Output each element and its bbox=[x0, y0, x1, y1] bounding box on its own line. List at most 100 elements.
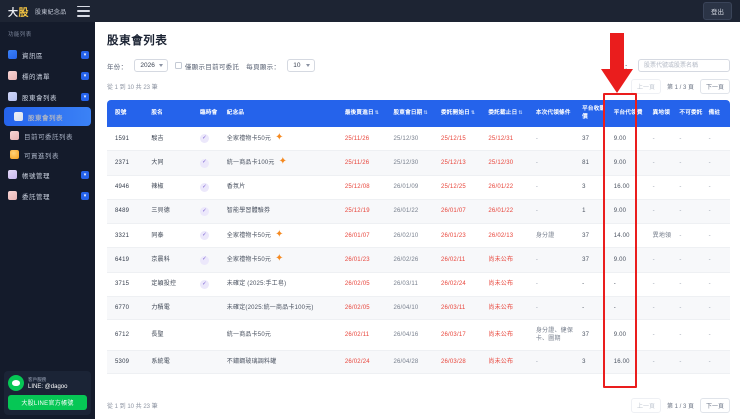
table-row[interactable]: 3715 定穎投控 ✓ 未確定 (2025:手工皂) 26/02/05 26/03/11 2… bbox=[107, 272, 730, 297]
checkbox-box[interactable] bbox=[174, 62, 182, 69]
cell-end: 26/01/22 bbox=[485, 175, 533, 200]
cell-value: - bbox=[679, 359, 682, 366]
cell-value: - bbox=[708, 159, 711, 166]
cell-price: 3 bbox=[579, 350, 611, 375]
cell-value: 尚未公布 bbox=[488, 331, 514, 338]
table-row[interactable]: 5309 系統電 不鏽鋼玻璃調料罐 26/02/24 26/04/28 26/03/28 尚… bbox=[107, 350, 730, 375]
logout-button[interactable]: 登出 bbox=[703, 2, 732, 20]
cell-value: - bbox=[613, 304, 616, 311]
sidebar-item-3[interactable]: 股東會列表 bbox=[4, 107, 91, 126]
bottom-pager: 上一頁 第 1 / 3 頁 下一頁 bbox=[630, 398, 730, 413]
cell-value: 26/03/11 bbox=[393, 281, 418, 288]
cell-value: 26/01/07 bbox=[344, 232, 370, 239]
sidebar: 功能列表 資訊區 ▾ 標的清單 ▾ 股東會列表 ▾ 股東會列表 目前可委託列表 可買進列表 帳號管… bbox=[0, 22, 95, 419]
cell-meeting: 26/02/10 bbox=[390, 223, 438, 249]
cell-value: 16.00 bbox=[613, 184, 630, 191]
cell-value: - bbox=[652, 359, 655, 366]
cell-value: - bbox=[535, 281, 539, 288]
cell-value: 26/02/05 bbox=[344, 281, 370, 288]
bottom-prev-page-button[interactable]: 上一頁 bbox=[630, 398, 661, 413]
cell-value: - bbox=[582, 281, 585, 288]
table-row[interactable]: 8489 三貝德 ✓ 智能學習體驗券 25/12/19 26/01/22 26/01/07 2… bbox=[107, 199, 730, 225]
sidebar-item-7[interactable]: 委託管理 ▾ bbox=[0, 185, 95, 206]
available-only-checkbox[interactable]: 僅顯示目前可委託 bbox=[174, 61, 239, 71]
line-service-label: 客戶服務 bbox=[28, 376, 47, 382]
sidebar-item-4[interactable]: 目前可委託列表 bbox=[0, 126, 95, 145]
logo-char-2: 股 bbox=[18, 7, 29, 19]
line-official-button[interactable]: 大股LINE官方帳號 bbox=[8, 395, 87, 410]
sort-icon[interactable]: ⇅ bbox=[470, 109, 476, 116]
cell-note: - bbox=[705, 150, 730, 176]
cell-gift: 未確定 (2025:手工皂) bbox=[223, 272, 342, 297]
hamburger-icon[interactable] bbox=[76, 5, 90, 17]
sidebar-item-label: 可買進列表 bbox=[24, 152, 59, 160]
check-icon: ✓ bbox=[200, 134, 210, 144]
line-support-widget[interactable]: 客戶服務 LINE: @dagoo 大股LINE官方帳號 bbox=[4, 371, 91, 415]
table-row[interactable]: 3321 同泰 ✓ 全家禮物卡50元 ✦ 26/01/07 26/02/10 26/01/23… bbox=[107, 223, 730, 249]
cell-nodeleg: - bbox=[676, 319, 706, 352]
logo-char-1: 大 bbox=[8, 7, 19, 19]
cell-name: 定穎投控 bbox=[148, 272, 198, 297]
table-row[interactable]: 4946 辣椒 ✓ 香氛片 25/12/08 26/01/09 25/12/25 26/01/… bbox=[107, 175, 730, 200]
prev-page-button[interactable]: 上一頁 bbox=[630, 79, 661, 94]
sort-icon[interactable]: ⇅ bbox=[374, 109, 380, 116]
sidebar-item-1[interactable]: 標的清單 ▾ bbox=[0, 65, 95, 86]
chevron-down-icon[interactable]: ▾ bbox=[81, 50, 89, 59]
sidebar-item-0[interactable]: 資訊區 ▾ bbox=[0, 44, 95, 65]
cell-meeting: 25/12/30 bbox=[390, 150, 438, 176]
cell-note: - bbox=[705, 199, 730, 225]
chevron-down-icon[interactable]: ▾ bbox=[81, 92, 89, 101]
chevron-down-icon[interactable]: ▾ bbox=[81, 71, 89, 80]
column-header-7[interactable]: 委託截止日⇅ bbox=[485, 100, 533, 128]
cell-value: - bbox=[679, 331, 682, 338]
cell-fee: 9.00 bbox=[610, 150, 650, 176]
cell-note: - bbox=[705, 175, 730, 200]
table-row[interactable]: 2371 大同 ✓ 統一商品卡100元 ✦ 25/11/26 25/12/30 25/12/1… bbox=[107, 150, 730, 176]
cell-value: - bbox=[679, 304, 682, 311]
cell-end: 尚未公布 bbox=[485, 247, 533, 273]
sidebar-item-5[interactable]: 可買進列表 bbox=[0, 145, 95, 164]
sort-icon[interactable]: ⇅ bbox=[423, 109, 428, 116]
cell-value: 26/02/10 bbox=[393, 232, 419, 239]
sidebar-item-2[interactable]: 股東會列表 ▾ bbox=[0, 86, 95, 107]
cell-value: - bbox=[679, 232, 682, 239]
bottom-record-count-text: 從 1 到 10 共 23 筆 bbox=[107, 404, 158, 410]
table-row[interactable]: 1591 駿吉 ✓ 全家禮物卡50元 ✦ 25/11/26 25/12/30 25/12/15… bbox=[107, 127, 730, 152]
table-head: 股號 股名 臨時會 紀念品 最後買進日⇅ 股東會日期⇅ 委託開始日⇅ 委託截止日⇅ 本次代領條件… bbox=[107, 100, 730, 128]
cell-value: - bbox=[708, 256, 711, 263]
cell-temp: ✓ bbox=[197, 127, 224, 152]
table-row[interactable]: 6770 力積電 未確定(2025:統一商品卡100元) 26/02/05 26/04/… bbox=[107, 296, 730, 320]
cell-name: 三貝德 bbox=[148, 199, 198, 225]
cell-code: 1591 bbox=[107, 127, 149, 152]
sort-icon[interactable]: ⇅ bbox=[518, 109, 523, 116]
check-icon: ✓ bbox=[200, 231, 210, 241]
table-row[interactable]: 6419 京晨科 ✓ 全家禮物卡50元 ✦ 26/01/23 26/02/26 26/02/1… bbox=[107, 247, 730, 273]
year-select[interactable]: 2026 bbox=[134, 59, 168, 72]
cell-value: - bbox=[679, 208, 682, 215]
chevron-down-icon[interactable]: ▾ bbox=[81, 170, 89, 179]
bottom-next-page-button[interactable]: 下一頁 bbox=[699, 398, 730, 413]
column-header-5[interactable]: 股東會日期⇅ bbox=[390, 100, 438, 128]
column-header-label: 股名 bbox=[151, 109, 163, 116]
coin-icon bbox=[10, 150, 19, 159]
line-widget-text: 客戶服務 LINE: @dagoo bbox=[28, 377, 67, 390]
cell-fee: 9.00 bbox=[610, 319, 650, 352]
cell-nodeleg: - bbox=[676, 127, 706, 152]
cell-value: 37 bbox=[582, 331, 590, 338]
per-page-select[interactable]: 10 bbox=[287, 59, 316, 72]
cell-value: 26/03/28 bbox=[440, 359, 466, 366]
next-page-button[interactable]: 下一頁 bbox=[699, 79, 730, 94]
app-logo[interactable]: 大股 bbox=[8, 4, 29, 19]
cell-value: - bbox=[582, 304, 585, 311]
column-header-4[interactable]: 最後買進日⇅ bbox=[341, 100, 391, 128]
cell-value: - bbox=[652, 208, 655, 215]
sidebar-item-6[interactable]: 帳號管理 ▾ bbox=[0, 164, 95, 185]
cell-cond: 身分證、健保卡、圖期 bbox=[532, 319, 580, 352]
search-input[interactable] bbox=[638, 59, 730, 72]
cell-start: 26/03/28 bbox=[437, 350, 486, 375]
cell-code: 8489 bbox=[107, 199, 149, 225]
column-header-6[interactable]: 委託開始日⇅ bbox=[437, 100, 486, 128]
chevron-down-icon[interactable]: ▾ bbox=[81, 191, 89, 200]
cell-meeting: 26/01/09 bbox=[390, 175, 438, 200]
table-row[interactable]: 6712 長聖 統一商品卡50元 26/02/11 26/04/16 26/03/17 尚未… bbox=[107, 319, 730, 352]
